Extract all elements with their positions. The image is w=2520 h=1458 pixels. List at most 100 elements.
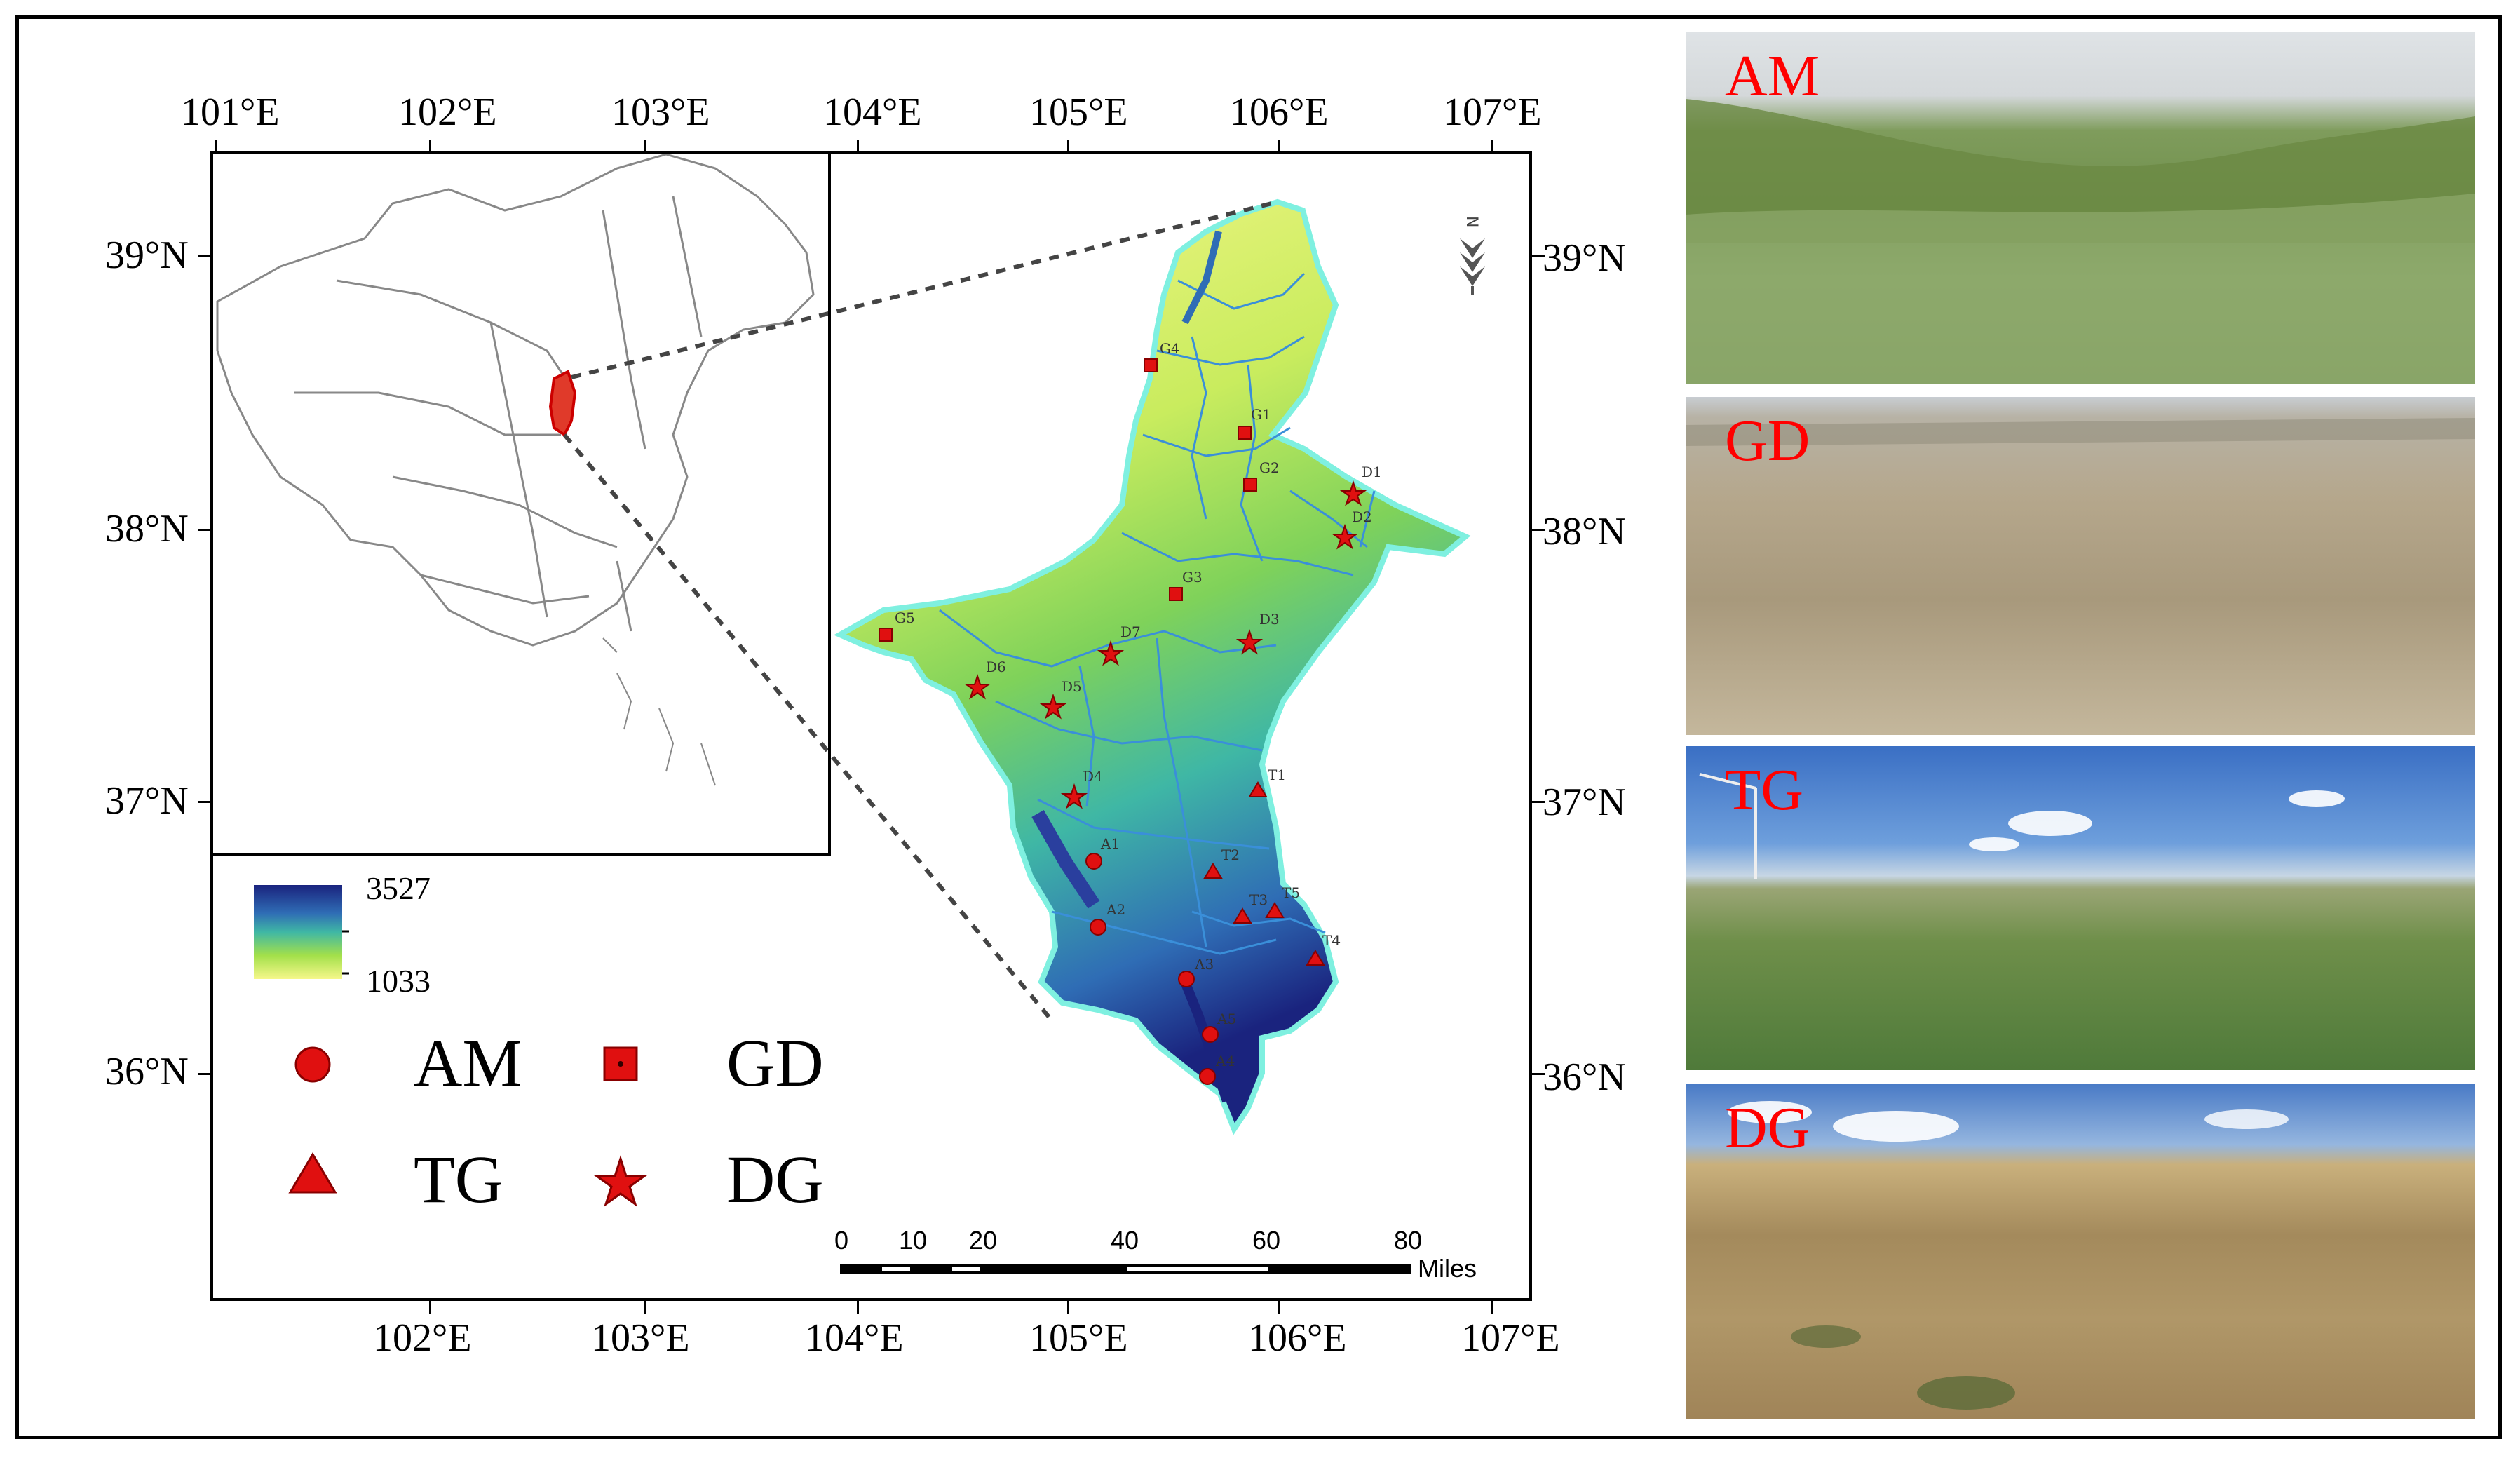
site-label: A5 [1217, 1011, 1236, 1027]
site-label: D7 [1120, 623, 1141, 640]
tick-mark [1278, 1301, 1280, 1314]
figure-frame [15, 15, 2502, 1439]
left-lat-label: 39°N [105, 234, 189, 277]
legend-gd-label: GD [726, 1025, 824, 1100]
scale-unit-label: Miles [1418, 1254, 1477, 1283]
legend-tg-marker [288, 1152, 337, 1194]
north-arrow-icon [1460, 238, 1485, 295]
county-boundaries [939, 272, 1376, 955]
colorbar-min-label: 1033 [366, 963, 431, 999]
site-label: T4 [1322, 932, 1341, 949]
photo-tg: TG [1686, 746, 2475, 1070]
scale-tick-label: 20 [969, 1226, 998, 1255]
bottom-lon-label: 105°E [1029, 1316, 1128, 1360]
site-label: A3 [1194, 956, 1214, 973]
top-lon-label: 103°E [611, 90, 710, 134]
tick-mark [1278, 140, 1280, 153]
china-inset-frame [210, 151, 831, 856]
site-label: A4 [1215, 1053, 1235, 1069]
site-label: D2 [1352, 508, 1372, 525]
left-lat-label: 37°N [105, 779, 189, 823]
scale-tick-label: 60 [1252, 1226, 1281, 1255]
tick-mark [1532, 801, 1545, 803]
site-label: T5 [1282, 884, 1300, 901]
legend-am-marker [294, 1046, 331, 1083]
valley-feature [1031, 810, 1100, 909]
tick-mark [644, 1301, 646, 1314]
photo-label-tg: TG [1725, 757, 1803, 823]
valley-feature [1181, 230, 1222, 325]
photo-am: AM [1686, 32, 2475, 384]
site-label: G2 [1259, 459, 1280, 476]
legend-gd-marker [603, 1046, 638, 1081]
site-label: D5 [1062, 678, 1082, 695]
top-lon-label: 105°E [1029, 90, 1128, 134]
tick-mark [644, 140, 646, 153]
tick-mark [857, 140, 859, 153]
photo-label-dg: DG [1725, 1095, 1810, 1161]
bottom-lon-label: 106°E [1248, 1316, 1347, 1360]
scale-bar [840, 1264, 1411, 1274]
site-label: D4 [1083, 768, 1103, 785]
site-label: G3 [1182, 569, 1203, 586]
tick-mark [198, 255, 210, 257]
photo-label-gd: GD [1725, 408, 1810, 473]
top-lon-label: 106°E [1230, 90, 1329, 134]
right-lat-label: 36°N [1543, 1055, 1626, 1099]
site-label: A1 [1100, 835, 1120, 852]
site-label: T1 [1268, 767, 1286, 783]
scale-tick-label: 0 [834, 1226, 849, 1255]
province-outline [834, 198, 1471, 1135]
bottom-lon-label: 107°E [1461, 1316, 1560, 1360]
tick-mark [1532, 255, 1545, 257]
photo-gd: GD [1686, 397, 2475, 735]
bottom-lon-label: 102°E [373, 1316, 472, 1360]
site-label: G5 [895, 609, 915, 626]
tick-mark [429, 1301, 431, 1314]
top-lon-label: 102°E [398, 90, 497, 134]
site-label: G1 [1251, 406, 1271, 423]
tick-mark [1532, 1073, 1545, 1075]
site-label: D1 [1362, 464, 1382, 480]
photo-label-am: AM [1725, 43, 1820, 109]
top-lon-label: 107°E [1443, 90, 1542, 134]
tick-mark [198, 801, 210, 803]
tick-mark [429, 140, 431, 153]
tick-mark [198, 1073, 210, 1075]
scale-tick-label: 80 [1394, 1226, 1423, 1255]
tick-mark [1532, 529, 1545, 531]
right-lat-label: 39°N [1543, 236, 1626, 280]
colorbar-max-label: 3527 [366, 870, 431, 906]
right-lat-label: 38°N [1543, 510, 1626, 553]
scale-tick-label: 10 [899, 1226, 928, 1255]
tick-mark [1067, 1301, 1069, 1314]
legend-am-label: AM [414, 1025, 522, 1100]
north-arrow-label: N [1463, 216, 1480, 227]
bottom-lon-label: 104°E [805, 1316, 904, 1360]
star-markers [963, 480, 1367, 809]
top-lon-label: 101°E [181, 90, 280, 134]
top-lon-label: 104°E [823, 90, 922, 134]
site-label: D6 [986, 659, 1006, 675]
tick-mark [198, 529, 210, 531]
legend-tg-label: TG [414, 1142, 503, 1217]
photo-dg: DG [1686, 1084, 2475, 1419]
inset-ningxia-highlight [548, 370, 577, 437]
colorbar [254, 885, 342, 979]
tick-mark [857, 1301, 859, 1314]
connector-line [571, 200, 1278, 379]
bottom-lon-label: 103°E [591, 1316, 690, 1360]
legend-dg-marker [593, 1155, 648, 1207]
left-lat-label: 36°N [105, 1050, 189, 1093]
tick-mark [1491, 1301, 1493, 1314]
site-label: A2 [1106, 901, 1125, 918]
site-label: T2 [1221, 846, 1240, 863]
left-lat-label: 38°N [105, 507, 189, 551]
site-label: T3 [1249, 891, 1268, 908]
site-label: D3 [1259, 611, 1280, 628]
site-label: G4 [1160, 340, 1180, 357]
site-markers [879, 358, 1325, 1085]
right-lat-label: 37°N [1543, 781, 1626, 824]
tick-mark [215, 140, 217, 153]
